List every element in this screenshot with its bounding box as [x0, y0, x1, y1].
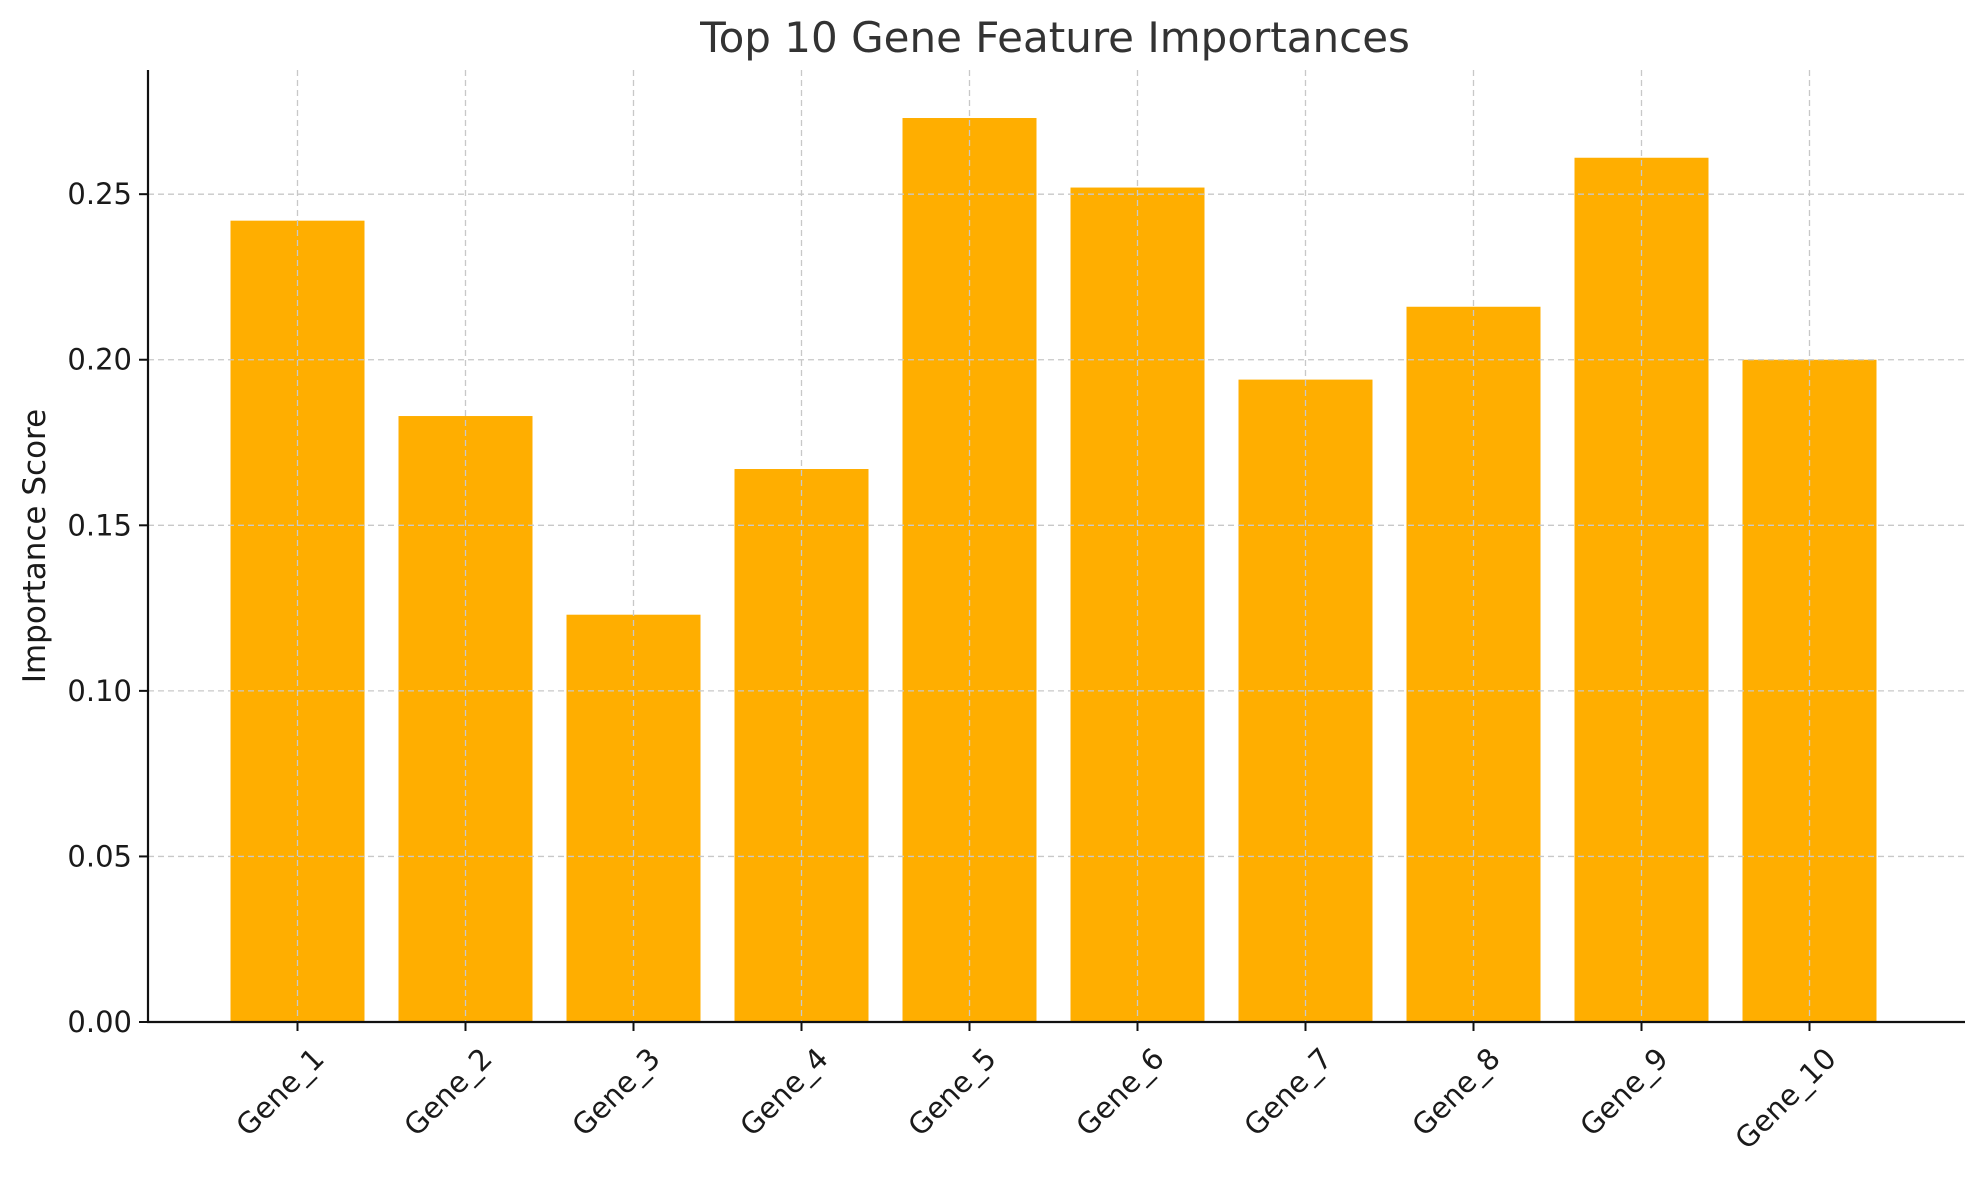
y-axis-label: Importance Score: [17, 409, 53, 683]
chart-title: Top 10 Gene Feature Importances: [699, 13, 1410, 62]
x-tick-label: Gene_5: [901, 1041, 1002, 1142]
x-tick-label: Gene_9: [1573, 1041, 1674, 1142]
y-tick-label: 0.15: [67, 508, 132, 542]
y-tick-label: 0.20: [67, 343, 132, 377]
bar-layer: [230, 118, 1877, 1023]
x-tick-label: Gene_1: [229, 1041, 330, 1142]
x-tick-label: Gene_8: [1405, 1041, 1506, 1142]
x-tick-label: Gene_2: [397, 1041, 498, 1142]
y-tick-label: 0.00: [67, 1005, 132, 1039]
y-tick-layer: 0.00 0.05 0.10 0.15 0.20 0.25: [67, 177, 148, 1039]
axis-layer: [146, 70, 1965, 1024]
x-tick-layer: Gene_1 Gene_2 Gene_3 Gene_4 Gene_5 Gene_6 Gene…: [229, 1022, 1843, 1156]
x-tick-label: Gene_3: [565, 1041, 666, 1142]
y-tick-label: 0.25: [67, 177, 132, 211]
x-tick-label: Gene_6: [1069, 1041, 1170, 1142]
x-tick-label: Gene_4: [733, 1041, 834, 1142]
y-tick-label: 0.10: [67, 674, 132, 708]
x-tick-label: Gene_10: [1728, 1041, 1843, 1156]
x-tick-label: Gene_7: [1237, 1041, 1338, 1142]
grid-layer: [148, 70, 1965, 1022]
y-tick-label: 0.05: [67, 839, 132, 873]
